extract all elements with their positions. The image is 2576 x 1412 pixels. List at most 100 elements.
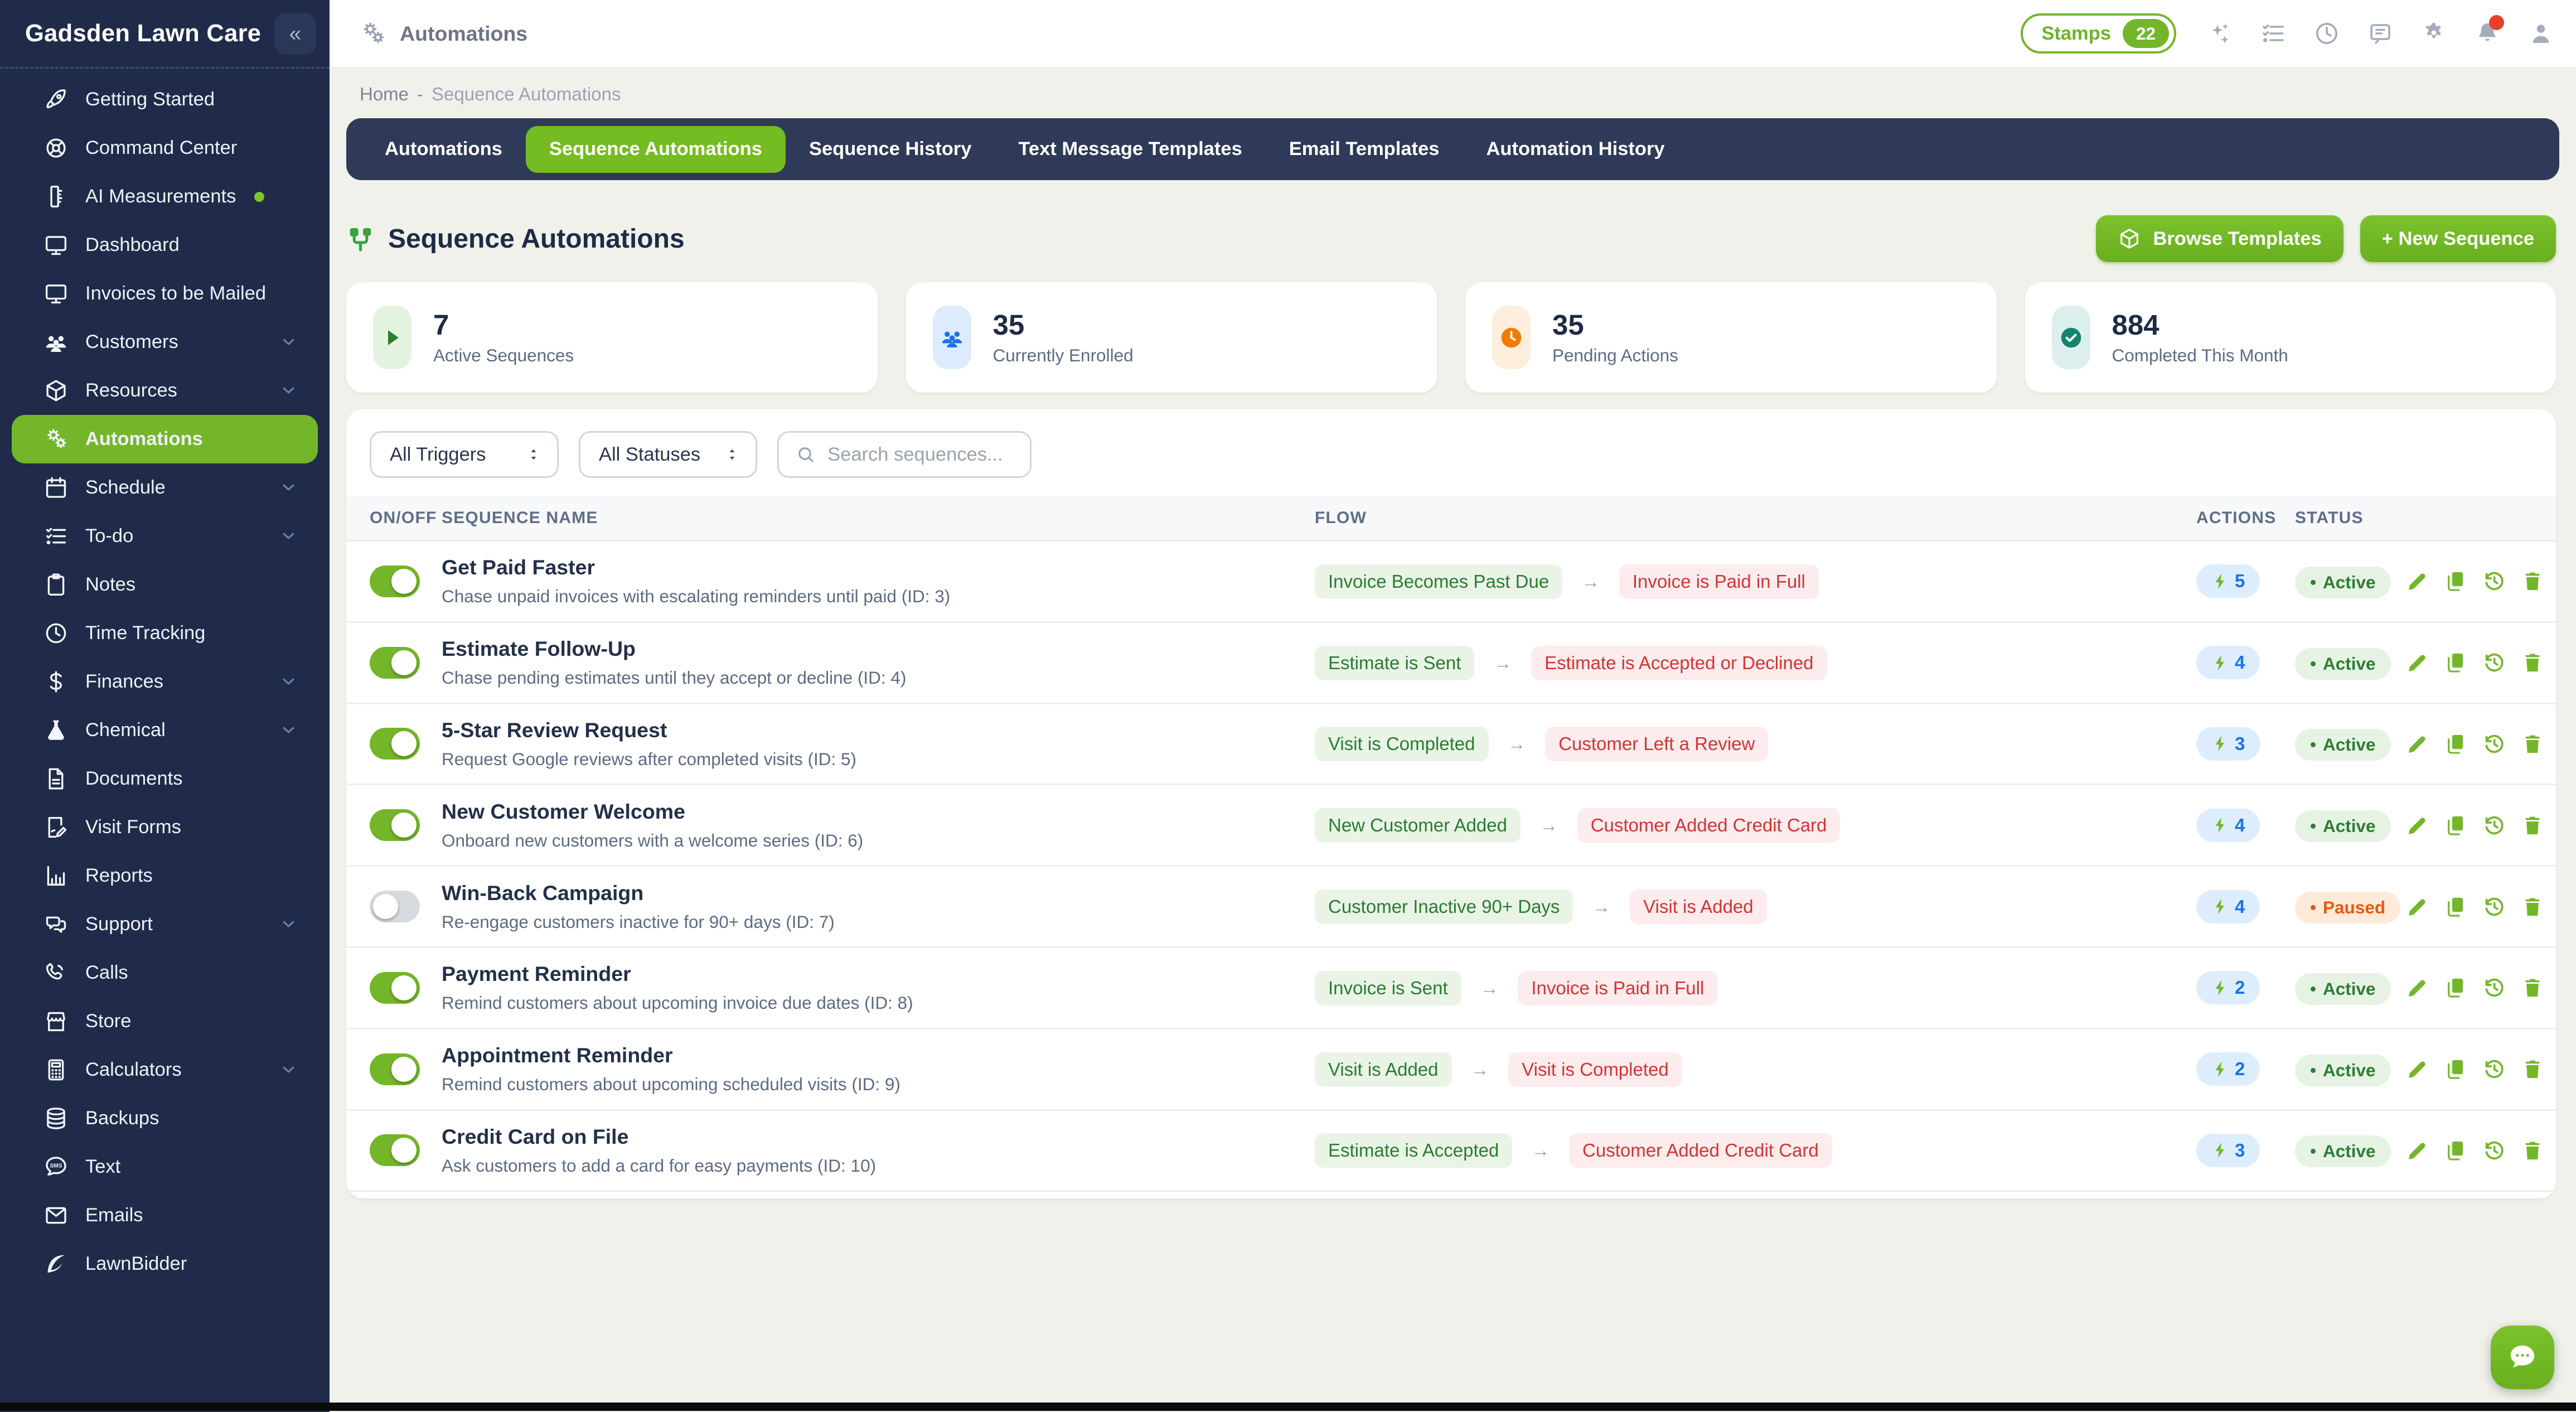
stamps-button[interactable]: Stamps 22 bbox=[2021, 13, 2176, 54]
delete-icon[interactable] bbox=[2521, 1057, 2544, 1081]
sidebar-item[interactable]: Time Tracking bbox=[12, 609, 318, 657]
sidebar-item[interactable]: AI Measurements bbox=[12, 172, 318, 221]
sidebar-item[interactable]: Documents bbox=[12, 755, 318, 803]
sequence-toggle[interactable] bbox=[370, 565, 420, 597]
sequence-name[interactable]: Credit Card on File bbox=[442, 1125, 1315, 1149]
delete-icon[interactable] bbox=[2521, 732, 2544, 756]
history-icon[interactable] bbox=[2482, 976, 2506, 999]
sequence-toggle[interactable] bbox=[370, 1134, 420, 1166]
duplicate-icon[interactable] bbox=[2444, 976, 2467, 999]
delete-icon[interactable] bbox=[2521, 1139, 2544, 1162]
sequence-toggle[interactable] bbox=[370, 1053, 420, 1085]
sidebar-item[interactable]: Support bbox=[12, 900, 318, 949]
sidebar-item[interactable]: SMS Text bbox=[12, 1143, 318, 1191]
sidebar-item[interactable]: Dashboard bbox=[12, 221, 318, 269]
sidebar-item[interactable]: Resources bbox=[12, 366, 318, 415]
bell-icon[interactable] bbox=[2474, 20, 2501, 47]
sidebar-item[interactable]: Schedule bbox=[12, 463, 318, 512]
sequence-toggle[interactable] bbox=[370, 647, 420, 679]
table-row: Win-Back Campaign Re-engage customers in… bbox=[346, 867, 2556, 948]
sidebar-item[interactable]: Chemical bbox=[12, 706, 318, 755]
duplicate-icon[interactable] bbox=[2444, 569, 2467, 593]
sequence-toggle[interactable] bbox=[370, 891, 420, 922]
sidebar-item[interactable]: LawnBidder bbox=[12, 1240, 318, 1288]
status-badge: •Active bbox=[2295, 810, 2391, 842]
chat-button[interactable] bbox=[2491, 1326, 2554, 1389]
sidebar-item[interactable]: To-do bbox=[12, 512, 318, 560]
person-icon[interactable] bbox=[2527, 20, 2554, 47]
goal-chip: Invoice is Paid in Full bbox=[1518, 971, 1717, 1005]
delete-icon[interactable] bbox=[2521, 569, 2544, 593]
collapse-sidebar-button[interactable]: « bbox=[274, 13, 316, 55]
search-box[interactable] bbox=[777, 431, 1032, 478]
sidebar-item[interactable]: Notes bbox=[12, 560, 318, 609]
tab[interactable]: Text Message Templates bbox=[995, 126, 1265, 173]
sparkles-icon[interactable] bbox=[2206, 20, 2233, 47]
history-icon[interactable] bbox=[2482, 569, 2506, 593]
edit-icon[interactable] bbox=[2405, 569, 2429, 593]
edit-icon[interactable] bbox=[2405, 651, 2429, 674]
dollar-icon bbox=[43, 669, 69, 694]
duplicate-icon[interactable] bbox=[2444, 732, 2467, 756]
sidebar-item[interactable]: Invoices to be Mailed bbox=[12, 269, 318, 318]
history-icon[interactable] bbox=[2482, 732, 2506, 756]
edit-icon[interactable] bbox=[2405, 814, 2429, 837]
history-icon[interactable] bbox=[2482, 814, 2506, 837]
clock-icon[interactable] bbox=[2313, 20, 2340, 47]
duplicate-icon[interactable] bbox=[2444, 895, 2467, 918]
sidebar-item[interactable]: Finances bbox=[12, 657, 318, 706]
sequence-name[interactable]: Win-Back Campaign bbox=[442, 881, 1315, 905]
new-sequence-button[interactable]: + New Sequence bbox=[2360, 215, 2556, 262]
delete-icon[interactable] bbox=[2521, 651, 2544, 674]
history-icon[interactable] bbox=[2482, 651, 2506, 674]
trigger-filter[interactable]: All Triggers bbox=[370, 431, 559, 478]
sequence-name[interactable]: New Customer Welcome bbox=[442, 800, 1315, 824]
tab[interactable]: Sequence Automations bbox=[526, 126, 786, 173]
search-input[interactable] bbox=[827, 444, 1013, 466]
edit-icon[interactable] bbox=[2405, 732, 2429, 756]
delete-icon[interactable] bbox=[2521, 895, 2544, 918]
sidebar-item[interactable]: Customers bbox=[12, 318, 318, 366]
comment-icon[interactable] bbox=[2367, 20, 2394, 47]
tab[interactable]: Email Templates bbox=[1266, 126, 1463, 173]
history-icon[interactable] bbox=[2482, 1057, 2506, 1081]
sidebar-item[interactable]: Calculators bbox=[12, 1046, 318, 1094]
duplicate-icon[interactable] bbox=[2444, 651, 2467, 674]
sidebar-item[interactable]: Emails bbox=[12, 1191, 318, 1240]
edit-icon[interactable] bbox=[2405, 1057, 2429, 1081]
browse-templates-button[interactable]: Browse Templates bbox=[2096, 215, 2343, 262]
sequence-toggle[interactable] bbox=[370, 972, 420, 1004]
sidebar-item[interactable]: Visit Forms bbox=[12, 803, 318, 852]
sidebar-item[interactable]: Backups bbox=[12, 1094, 318, 1143]
duplicate-icon[interactable] bbox=[2444, 814, 2467, 837]
gear-icon[interactable] bbox=[2420, 20, 2447, 47]
duplicate-icon[interactable] bbox=[2444, 1139, 2467, 1162]
duplicate-icon[interactable] bbox=[2444, 1057, 2467, 1081]
sequence-name[interactable]: 5-Star Review Request bbox=[442, 718, 1315, 742]
sequence-toggle[interactable] bbox=[370, 809, 420, 841]
tab[interactable]: Automations bbox=[361, 126, 526, 173]
status-filter[interactable]: All Statuses bbox=[579, 431, 757, 478]
history-icon[interactable] bbox=[2482, 1139, 2506, 1162]
edit-icon[interactable] bbox=[2405, 976, 2429, 999]
sequence-toggle[interactable] bbox=[370, 728, 420, 760]
sequence-name[interactable]: Appointment Reminder bbox=[442, 1043, 1315, 1067]
sequence-name[interactable]: Estimate Follow-Up bbox=[442, 637, 1315, 661]
history-icon[interactable] bbox=[2482, 895, 2506, 918]
sequence-name[interactable]: Payment Reminder bbox=[442, 962, 1315, 986]
sequence-name[interactable]: Get Paid Faster bbox=[442, 555, 1315, 579]
delete-icon[interactable] bbox=[2521, 976, 2544, 999]
breadcrumb-home[interactable]: Home bbox=[360, 84, 409, 105]
sidebar-item[interactable]: Calls bbox=[12, 949, 318, 997]
edit-icon[interactable] bbox=[2405, 1139, 2429, 1162]
delete-icon[interactable] bbox=[2521, 814, 2544, 837]
sidebar-item[interactable]: Reports bbox=[12, 852, 318, 900]
tab[interactable]: Sequence History bbox=[786, 126, 995, 173]
sidebar-item[interactable]: Automations bbox=[12, 415, 318, 463]
edit-icon[interactable] bbox=[2405, 895, 2429, 918]
sidebar-item[interactable]: Command Center bbox=[12, 124, 318, 172]
sidebar-item[interactable]: Store bbox=[12, 997, 318, 1046]
sidebar-item[interactable]: Getting Started bbox=[12, 75, 318, 124]
checklist-icon[interactable] bbox=[2260, 20, 2287, 47]
tab[interactable]: Automation History bbox=[1463, 126, 1688, 173]
